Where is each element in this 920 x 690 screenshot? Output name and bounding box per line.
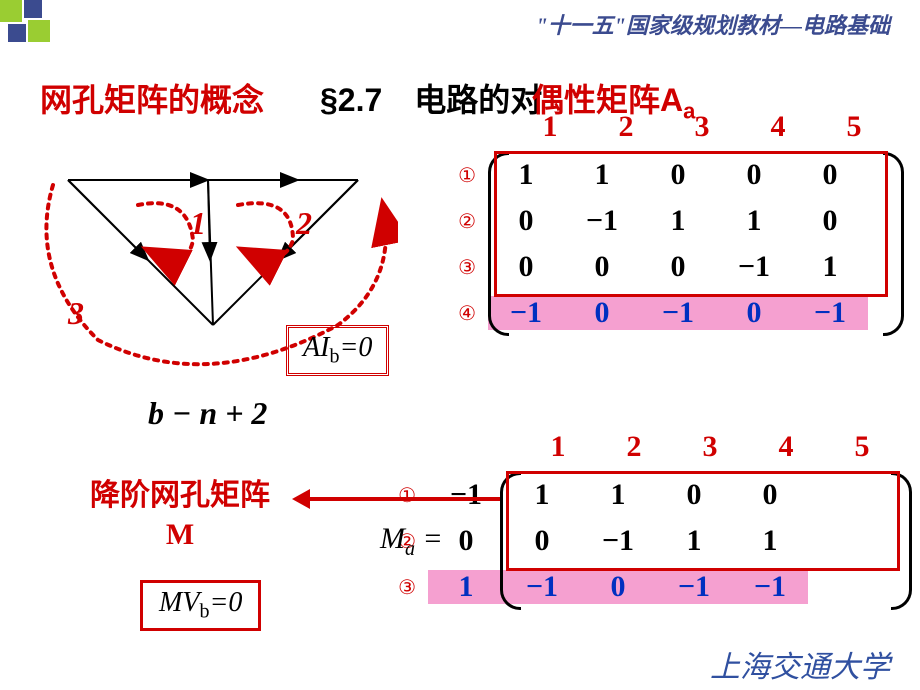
mesh-label-2: 2 [296, 205, 312, 242]
row-label: ④ [440, 301, 488, 326]
row-label: ① [440, 163, 488, 188]
mesh-label-1: 1 [190, 205, 206, 242]
ai-equation-box: AIb=0 [286, 325, 389, 376]
corner-deco [0, 0, 60, 50]
row-label: ② [440, 209, 488, 234]
col-header: 1 [520, 430, 596, 464]
matrix-cell: 0 [580, 570, 656, 604]
col-header: 5 [816, 110, 892, 144]
col-header: 3 [664, 110, 740, 144]
matrix-cell: −1 [428, 478, 504, 512]
matrix2-highlight-box [506, 471, 900, 571]
col-header: 4 [748, 430, 824, 464]
reduced-mesh-label: 降阶网孔矩阵 M [90, 476, 270, 554]
matrix-cell: 1 [428, 570, 504, 604]
col-header: 2 [588, 110, 664, 144]
matrix-cell: −1 [792, 296, 868, 330]
row-label: ③ [440, 255, 488, 280]
matrix-Ma: 12345 Ma = ①−11100②00−111③1−10−1−1 [380, 430, 900, 610]
matrix-cell: −1 [732, 570, 808, 604]
mesh-label-3: 3 [68, 295, 84, 332]
title-concept: 网孔矩阵的概念 [40, 75, 264, 121]
header-text: "十一五"国家级规划教材—电路基础 [536, 8, 890, 40]
Ma-label: Ma = [380, 522, 443, 561]
col-header: 3 [672, 430, 748, 464]
matrix-cell: 0 [716, 296, 792, 330]
matrix-cell: −1 [656, 570, 732, 604]
matrix-Aa: 12345 ①11000②0−1110③000−11④−10−10−1 [440, 110, 892, 336]
col-header: 1 [512, 110, 588, 144]
col-header: 5 [824, 430, 900, 464]
row-label: ① [380, 483, 428, 508]
footer-university: 上海交通大学 [710, 642, 890, 686]
left-arrow [300, 497, 500, 501]
row-label: ③ [380, 575, 428, 600]
col-header: 4 [740, 110, 816, 144]
matrix-cell: 0 [564, 296, 640, 330]
col-header: 2 [596, 430, 672, 464]
matrix1-highlight-box [494, 151, 888, 297]
mv-equation-box: MVb=0 [140, 580, 261, 631]
matrix-cell: −1 [640, 296, 716, 330]
formula-bn2: b − n + 2 [148, 395, 267, 432]
